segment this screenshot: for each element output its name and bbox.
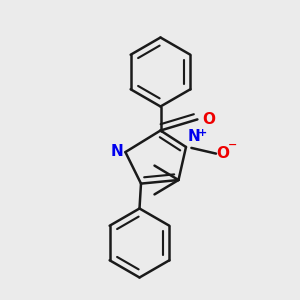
Text: N: N bbox=[110, 144, 123, 159]
Text: N: N bbox=[188, 129, 201, 144]
Text: +: + bbox=[197, 128, 207, 138]
Text: −: − bbox=[228, 140, 237, 150]
Text: O: O bbox=[217, 146, 230, 161]
Text: O: O bbox=[202, 112, 215, 127]
